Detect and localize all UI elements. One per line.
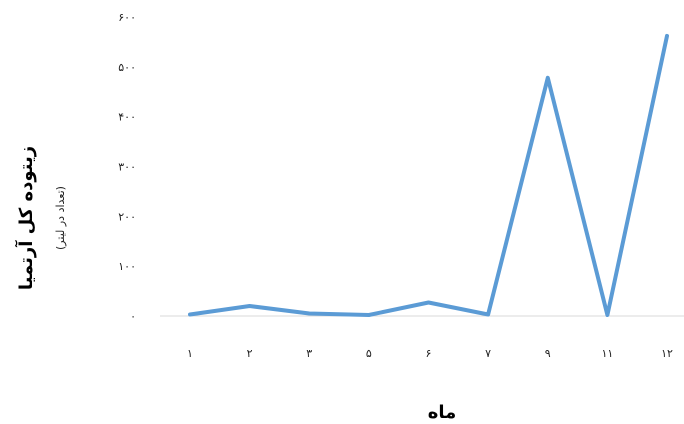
y-tick-label: ۰ <box>130 310 136 323</box>
y-axis-subtitle: (تعداد در لیتر) <box>54 186 67 250</box>
x-tick-label: ۶ <box>426 347 432 360</box>
x-tick-labels: ۱ ۲ ۳ ۵ ۶ ۷ ۹ ۱۱ ۱۲ <box>187 347 673 360</box>
x-tick-label: ۳ <box>306 347 312 360</box>
x-axis-title: ماه <box>428 402 457 423</box>
x-tick-label: ۱ <box>187 347 193 360</box>
x-tick-label: ۲ <box>247 347 253 360</box>
y-axis-title: زیتوده کل آرتمیا <box>14 146 37 290</box>
y-tick-labels: ۰ ۱۰۰ ۲۰۰ ۳۰۰ ۴۰۰ ۵۰۰ ۶۰۰ <box>118 11 136 323</box>
x-tick-label: ۷ <box>485 347 491 360</box>
y-tick-label: ۴۰۰ <box>118 111 136 124</box>
y-tick-label: ۲۰۰ <box>118 210 136 223</box>
x-tick-label: ۱۱ <box>601 347 613 360</box>
y-tick-label: ۵۰۰ <box>118 61 136 74</box>
y-tick-label: ۱۰۰ <box>118 260 136 273</box>
x-tick-label: ۵ <box>366 347 372 360</box>
x-tick-label: ۱۲ <box>661 347 673 360</box>
y-tick-label: ۳۰۰ <box>118 161 136 174</box>
y-tick-label: ۶۰۰ <box>118 11 136 24</box>
series-line <box>188 33 669 317</box>
x-tick-label: ۹ <box>545 347 551 360</box>
